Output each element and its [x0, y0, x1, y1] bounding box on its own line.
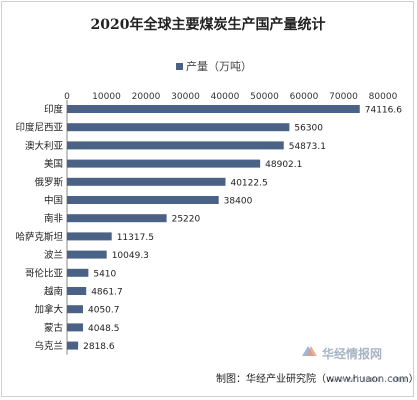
x-tick-label: 30000: [171, 92, 200, 102]
chart-title: 2020年全球主要煤炭生产国产量统计: [91, 16, 326, 33]
category-label: 印度尼西亚: [15, 122, 63, 134]
category-label: 南非: [44, 213, 64, 225]
bar: [67, 232, 112, 241]
category-label: 哈萨克斯坦: [15, 231, 63, 243]
watermark-text: 华经情报网: [322, 346, 382, 361]
huajing-logo-icon: [302, 346, 317, 356]
category-label: 越南: [44, 286, 63, 298]
data-label: 56300: [294, 124, 323, 134]
bar: [67, 268, 89, 277]
category-label: 乌克兰: [34, 340, 63, 352]
x-axis-ticks: 0 10000 20000 30000 40000 50000 60000 70000 8000…: [64, 92, 397, 102]
bar: [67, 123, 290, 132]
x-tick-label: 40000: [211, 92, 240, 102]
bar: [67, 305, 84, 314]
bar: [67, 141, 284, 150]
bar: [67, 323, 83, 332]
bar: [67, 214, 167, 223]
x-tick-label: 80000: [369, 92, 398, 102]
legend-swatch: [176, 63, 183, 70]
legend: 产量（万吨）: [176, 59, 252, 73]
data-label: 4050.7: [88, 306, 120, 316]
x-tick-label: 0: [64, 92, 70, 102]
category-label: 加拿大: [34, 304, 63, 316]
data-label: 38400: [224, 197, 253, 207]
data-label: 48902.1: [265, 160, 302, 170]
category-label: 俄罗斯: [34, 176, 63, 188]
bar: [67, 159, 261, 168]
data-label: 2818.6: [83, 342, 115, 352]
bar: [67, 287, 87, 295]
x-tick-label: 60000: [290, 92, 319, 102]
data-label: 25220: [172, 215, 201, 225]
bar: [67, 341, 79, 350]
category-label: 蒙古: [44, 322, 64, 334]
value-labels: 74116.6 56300 54873.1 48902.1 40122.5 38400 25…: [83, 106, 402, 353]
bar: [67, 196, 219, 204]
x-tick-label: 10000: [92, 92, 121, 102]
bar: [67, 177, 226, 186]
bars: [67, 105, 360, 350]
data-label: 4048.5: [88, 324, 120, 334]
bar: [67, 105, 360, 113]
category-label: 印度: [44, 104, 64, 116]
category-labels: 印度印度尼西亚澳大利亚美国俄罗斯中国南非哈萨克斯坦波兰哥伦比亚越南加拿大蒙古乌克…: [15, 104, 63, 353]
x-tick-label: 70000: [329, 92, 358, 102]
data-label: 74116.6: [365, 106, 402, 116]
category-label: 美国: [44, 158, 63, 170]
category-label: 波兰: [44, 249, 63, 261]
data-label: 5410: [93, 269, 116, 279]
x-tick-label: 50000: [250, 92, 279, 102]
source-note: 制图：华经产业研究院（www.huaon.com）: [216, 372, 415, 385]
category-label: 澳大利亚: [25, 140, 64, 152]
data-label: 11317.5: [117, 233, 154, 243]
data-label: 54873.1: [289, 142, 326, 152]
category-label: 中国: [44, 195, 63, 207]
data-label: 40122.5: [230, 178, 267, 188]
legend-label: 产量（万吨）: [186, 59, 252, 73]
x-tick-label: 20000: [132, 92, 161, 102]
watermark: 华经情报网 www.huaon.com: [302, 346, 406, 385]
data-label: 4861.7: [91, 288, 123, 298]
category-label: 哥伦比亚: [25, 267, 64, 279]
data-label: 10049.3: [112, 251, 149, 261]
watermark-url: www.huaon.com: [332, 375, 406, 385]
bar: [67, 250, 107, 259]
